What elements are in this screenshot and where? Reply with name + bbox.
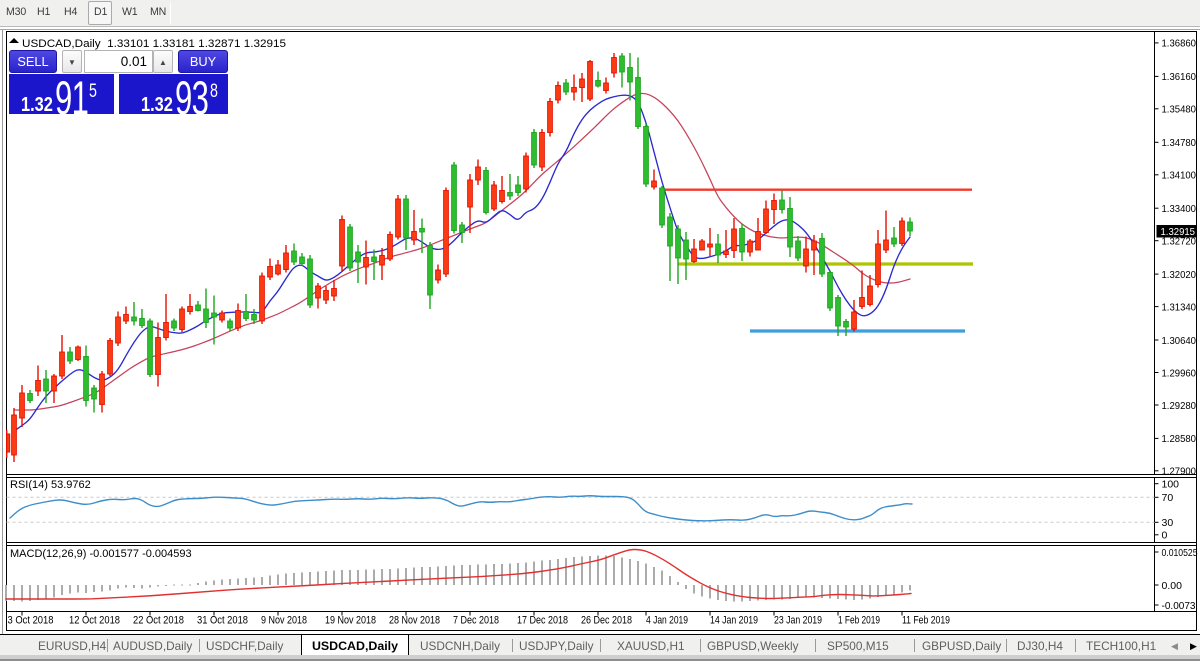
svg-text:3 Oct 2018: 3 Oct 2018: [8, 615, 54, 627]
svg-text:1.27900: 1.27900: [1162, 466, 1197, 478]
svg-text:1.33400: 1.33400: [1162, 203, 1197, 215]
svg-text:-0.0073: -0.0073: [1162, 600, 1196, 612]
svg-text:RSI(14) 53.9762: RSI(14) 53.9762: [10, 479, 91, 491]
svg-text:11 Feb 2019: 11 Feb 2019: [902, 615, 950, 627]
svg-text:17 Dec 2018: 17 Dec 2018: [517, 615, 568, 627]
svg-text:1.28580: 1.28580: [1162, 433, 1197, 445]
svg-text:1.32020: 1.32020: [1162, 269, 1197, 281]
svg-text:70: 70: [1162, 492, 1174, 504]
svg-text:1 Feb 2019: 1 Feb 2019: [838, 615, 880, 627]
svg-text:1.29960: 1.29960: [1162, 367, 1197, 379]
svg-text:1.31340: 1.31340: [1162, 301, 1197, 313]
svg-text:1.29280: 1.29280: [1162, 400, 1197, 412]
svg-text:1.30640: 1.30640: [1162, 335, 1197, 347]
svg-text:30: 30: [1162, 517, 1174, 529]
svg-text:1.34100: 1.34100: [1162, 170, 1197, 182]
svg-text:7 Dec 2018: 7 Dec 2018: [453, 615, 499, 627]
svg-text:28 Nov 2018: 28 Nov 2018: [389, 615, 440, 627]
svg-text:0.010525: 0.010525: [1162, 547, 1198, 559]
svg-text:23 Jan 2019: 23 Jan 2019: [774, 615, 822, 627]
svg-text:26 Dec 2018: 26 Dec 2018: [581, 615, 632, 627]
svg-text:MACD(12,26,9) -0.001577 -0.004: MACD(12,26,9) -0.001577 -0.004593: [10, 548, 192, 560]
svg-text:12 Oct 2018: 12 Oct 2018: [69, 615, 120, 627]
svg-text:0.00: 0.00: [1162, 580, 1183, 592]
svg-text:19 Nov 2018: 19 Nov 2018: [325, 615, 376, 627]
svg-text:0: 0: [1162, 530, 1168, 542]
svg-text:100: 100: [1162, 479, 1180, 491]
svg-text:9 Nov 2018: 9 Nov 2018: [261, 615, 307, 627]
svg-text:1.36160: 1.36160: [1162, 71, 1197, 83]
svg-text:1.35480: 1.35480: [1162, 104, 1197, 116]
svg-text:1.36860: 1.36860: [1162, 38, 1197, 50]
svg-text:14 Jan 2019: 14 Jan 2019: [710, 615, 758, 627]
svg-text:1.34780: 1.34780: [1162, 137, 1197, 149]
svg-text:1.32720: 1.32720: [1162, 236, 1197, 248]
svg-text:31 Oct 2018: 31 Oct 2018: [197, 615, 248, 627]
svg-text:USDCAD,Daily 1.33101 1.33181: USDCAD,Daily 1.33101 1.33181 1.32871 1.3…: [22, 38, 286, 50]
svg-text:22 Oct 2018: 22 Oct 2018: [133, 615, 184, 627]
svg-text:4 Jan 2019: 4 Jan 2019: [646, 615, 688, 627]
svg-text:1.32915: 1.32915: [1161, 226, 1196, 238]
